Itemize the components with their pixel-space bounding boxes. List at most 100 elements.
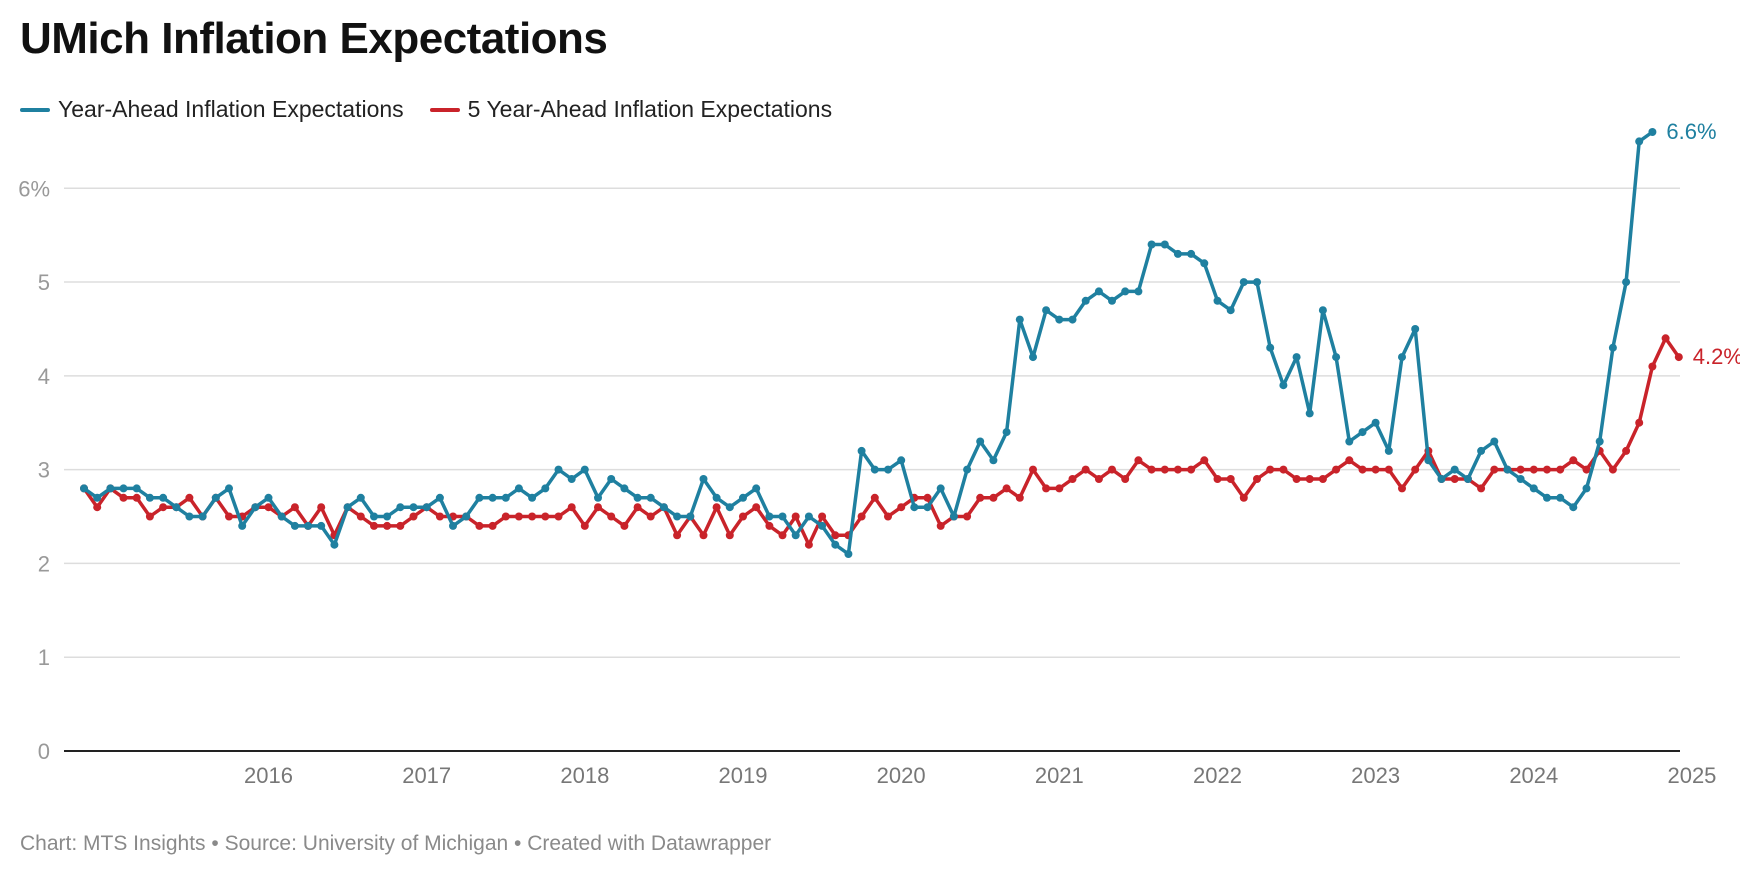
data-point bbox=[1608, 343, 1617, 352]
data-point bbox=[106, 484, 115, 493]
data-point bbox=[1648, 362, 1657, 371]
x-tick-label: 2023 bbox=[1351, 763, 1400, 788]
data-point bbox=[1147, 465, 1156, 474]
data-point bbox=[1266, 465, 1275, 474]
chart-footer: Chart: MTS Insights • Source: University… bbox=[20, 832, 772, 855]
data-point bbox=[1463, 475, 1472, 483]
end-label-0: 6.6% bbox=[1666, 119, 1716, 144]
data-point bbox=[1529, 484, 1538, 493]
data-point bbox=[712, 503, 721, 512]
data-point bbox=[857, 446, 866, 455]
data-point bbox=[923, 493, 932, 502]
data-point bbox=[501, 493, 510, 502]
data-point bbox=[686, 512, 695, 521]
data-point bbox=[554, 512, 563, 521]
data-point bbox=[1094, 287, 1103, 296]
x-tick-label: 2016 bbox=[244, 763, 293, 788]
data-point bbox=[1042, 484, 1051, 493]
data-point bbox=[172, 503, 181, 512]
data-point bbox=[1582, 465, 1591, 474]
data-point bbox=[1002, 484, 1011, 493]
data-point bbox=[317, 521, 326, 530]
data-point bbox=[712, 493, 721, 502]
data-point bbox=[818, 512, 827, 521]
data-point bbox=[567, 503, 576, 512]
data-point bbox=[699, 475, 708, 483]
data-point bbox=[488, 493, 497, 502]
series-line-1 bbox=[82, 336, 1681, 547]
data-point bbox=[1253, 278, 1261, 287]
data-point bbox=[1121, 287, 1130, 296]
data-point bbox=[1318, 475, 1327, 483]
chart-title: UMich Inflation Expectations bbox=[20, 14, 608, 63]
data-point bbox=[1055, 315, 1064, 324]
x-tick-label: 2020 bbox=[877, 763, 926, 788]
y-tick-label: 1 bbox=[38, 645, 50, 670]
data-point bbox=[185, 493, 194, 502]
data-point bbox=[1384, 465, 1393, 474]
data-point bbox=[1674, 353, 1683, 362]
x-tick-label: 2019 bbox=[719, 763, 768, 788]
data-point bbox=[383, 521, 392, 530]
legend-item-five-year: 5 Year-Ahead Inflation Expectations bbox=[429, 96, 833, 123]
data-point bbox=[791, 531, 800, 540]
data-point bbox=[80, 484, 88, 493]
data-point bbox=[1173, 249, 1182, 258]
data-point bbox=[646, 512, 655, 521]
data-point bbox=[330, 540, 339, 549]
data-point bbox=[290, 503, 299, 512]
data-point bbox=[1042, 306, 1051, 315]
y-tick-label: 3 bbox=[38, 458, 50, 483]
data-point bbox=[778, 531, 787, 540]
data-point bbox=[290, 521, 299, 530]
data-point bbox=[818, 521, 827, 530]
data-point bbox=[1068, 475, 1077, 483]
data-point bbox=[752, 503, 761, 512]
data-point bbox=[356, 493, 365, 502]
data-point bbox=[356, 512, 365, 521]
data-point bbox=[1345, 456, 1354, 465]
legend-label-five-year: 5 Year-Ahead Inflation Expectations bbox=[467, 96, 833, 122]
data-point bbox=[1490, 465, 1499, 474]
data-point bbox=[870, 465, 879, 474]
data-point bbox=[1187, 249, 1196, 258]
data-point bbox=[765, 512, 774, 521]
data-point bbox=[1635, 418, 1644, 427]
data-point bbox=[462, 512, 471, 521]
data-point bbox=[1121, 475, 1130, 483]
data-point bbox=[1226, 475, 1235, 483]
x-tick-label: 2021 bbox=[1035, 763, 1084, 788]
legend-item-year-ahead: Year-Ahead Inflation Expectations bbox=[20, 96, 404, 123]
data-point bbox=[1147, 240, 1156, 249]
y-tick-label: 6% bbox=[18, 176, 50, 201]
y-tick-label: 4 bbox=[38, 364, 50, 389]
data-point bbox=[989, 493, 998, 502]
data-point bbox=[1608, 465, 1617, 474]
data-point bbox=[725, 503, 734, 512]
data-point bbox=[1622, 278, 1631, 287]
data-point bbox=[119, 484, 128, 493]
data-point bbox=[1661, 334, 1670, 343]
data-point bbox=[1253, 475, 1261, 483]
data-point bbox=[159, 503, 168, 512]
data-point bbox=[1595, 437, 1604, 446]
data-point bbox=[976, 493, 985, 502]
data-point bbox=[1226, 306, 1235, 315]
data-point bbox=[1055, 484, 1064, 493]
data-point bbox=[1384, 446, 1393, 455]
data-point bbox=[1358, 465, 1367, 474]
data-point bbox=[277, 512, 286, 521]
data-point bbox=[93, 493, 102, 502]
data-point bbox=[1029, 353, 1037, 362]
data-point bbox=[659, 503, 668, 512]
data-point bbox=[317, 503, 326, 512]
data-point bbox=[633, 503, 642, 512]
data-point bbox=[607, 475, 616, 483]
y-tick-label: 5 bbox=[38, 270, 50, 295]
legend-swatch-five-year bbox=[429, 107, 460, 112]
data-point bbox=[554, 465, 563, 474]
data-point bbox=[673, 531, 682, 540]
data-point bbox=[370, 512, 378, 521]
data-point bbox=[804, 540, 813, 549]
data-point bbox=[132, 484, 141, 493]
